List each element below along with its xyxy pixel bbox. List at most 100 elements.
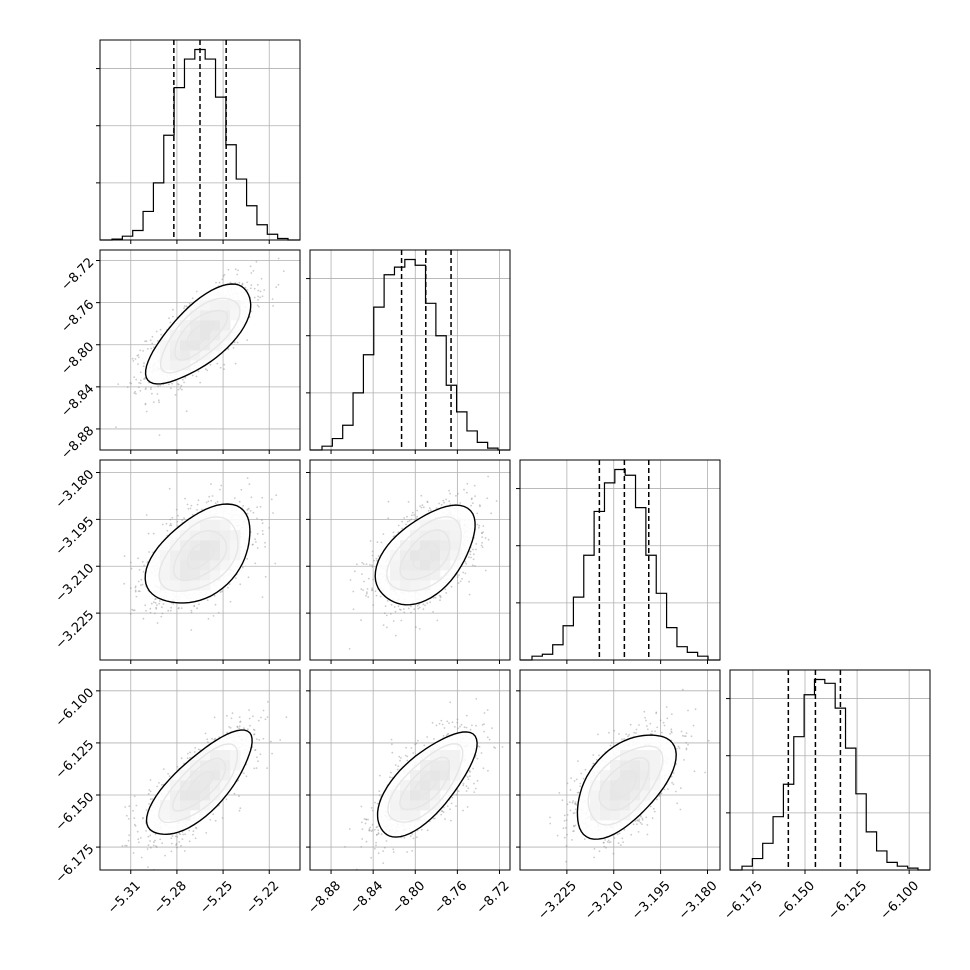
sample-point bbox=[205, 832, 208, 834]
sample-point bbox=[196, 509, 198, 511]
sample-point bbox=[612, 852, 615, 855]
sample-point bbox=[376, 834, 378, 836]
sample-point bbox=[266, 767, 268, 769]
sample-point bbox=[149, 840, 152, 842]
y-tick-label-1-2: −8.80 bbox=[59, 339, 98, 378]
sample-point bbox=[150, 388, 152, 390]
sample-point bbox=[189, 756, 191, 759]
sample-point bbox=[154, 598, 157, 601]
sample-point bbox=[707, 739, 710, 742]
panel-content-2-1 bbox=[310, 460, 510, 660]
sample-point bbox=[659, 719, 662, 722]
sample-point bbox=[573, 825, 575, 828]
sample-point bbox=[146, 561, 149, 563]
sample-point bbox=[134, 390, 137, 393]
sample-point bbox=[593, 856, 595, 859]
sample-point bbox=[180, 757, 183, 760]
y-tick-label-1-0: −8.88 bbox=[59, 424, 98, 463]
sample-point bbox=[434, 596, 437, 599]
sample-point bbox=[482, 525, 485, 527]
sample-point bbox=[133, 376, 136, 378]
y-tick-label-3-1: −6.150 bbox=[53, 790, 98, 835]
sample-point bbox=[375, 557, 378, 560]
sample-point bbox=[367, 577, 370, 580]
sample-point bbox=[687, 709, 689, 712]
sample-point bbox=[239, 583, 242, 586]
sample-point bbox=[238, 500, 241, 503]
sample-point bbox=[607, 839, 610, 842]
sample-point bbox=[655, 712, 658, 715]
sample-point bbox=[160, 333, 163, 336]
sample-point bbox=[148, 803, 151, 805]
sample-point bbox=[426, 829, 429, 832]
sample-point bbox=[482, 531, 484, 533]
sample-point bbox=[440, 719, 443, 722]
sample-point bbox=[371, 587, 373, 590]
sample-point bbox=[416, 509, 418, 512]
sample-point bbox=[226, 731, 229, 734]
sample-point bbox=[449, 808, 451, 811]
sample-point bbox=[236, 341, 239, 344]
sample-point bbox=[169, 522, 172, 525]
sample-point bbox=[584, 768, 587, 771]
sample-point bbox=[142, 617, 145, 620]
sample-point bbox=[140, 584, 142, 586]
sample-point bbox=[672, 783, 675, 786]
sample-point bbox=[704, 771, 706, 774]
scatter-panel-2-1 bbox=[306, 459, 511, 664]
sample-point bbox=[275, 286, 278, 288]
sample-point bbox=[680, 730, 683, 733]
sample-point bbox=[141, 560, 144, 563]
sample-point bbox=[349, 579, 352, 581]
sample-point bbox=[365, 840, 368, 843]
sample-point bbox=[115, 426, 117, 428]
sample-point bbox=[456, 576, 459, 578]
sample-point bbox=[137, 356, 140, 359]
sample-point bbox=[406, 520, 409, 523]
sample-point bbox=[241, 282, 244, 285]
sample-point bbox=[144, 403, 147, 406]
sample-point bbox=[182, 833, 185, 836]
sample-point bbox=[675, 790, 677, 793]
sample-point bbox=[391, 776, 393, 779]
sample-point bbox=[394, 764, 397, 766]
panel-content-1-0 bbox=[100, 250, 300, 450]
sample-point bbox=[149, 834, 152, 837]
sample-point bbox=[170, 524, 173, 527]
sample-point bbox=[446, 805, 449, 807]
sample-point bbox=[195, 375, 198, 378]
sample-point bbox=[436, 619, 439, 622]
sample-point bbox=[481, 532, 483, 535]
sample-point bbox=[432, 817, 435, 820]
sample-point bbox=[248, 483, 251, 486]
sample-point bbox=[407, 501, 410, 503]
y-tick-label-3-3: −6.100 bbox=[53, 686, 98, 731]
sample-point bbox=[487, 475, 489, 478]
sample-point bbox=[411, 511, 414, 514]
sample-point bbox=[449, 503, 452, 506]
sample-point bbox=[566, 814, 569, 816]
sample-point bbox=[144, 340, 147, 343]
sample-point bbox=[406, 759, 409, 762]
sample-point bbox=[169, 609, 172, 612]
sample-point bbox=[249, 265, 252, 268]
sample-point bbox=[179, 833, 182, 836]
sample-point bbox=[390, 738, 393, 741]
sample-point bbox=[261, 295, 264, 298]
sample-point bbox=[247, 508, 249, 511]
sample-point bbox=[629, 723, 632, 726]
sample-point bbox=[411, 514, 413, 517]
x-tick-label-0-1: −5.28 bbox=[151, 878, 190, 917]
sample-point bbox=[277, 283, 280, 286]
sample-point bbox=[215, 281, 217, 284]
sample-point bbox=[401, 520, 403, 523]
sample-point bbox=[244, 286, 247, 289]
sample-point bbox=[227, 586, 229, 589]
sample-point bbox=[376, 802, 379, 805]
sample-point bbox=[236, 273, 239, 276]
sample-point bbox=[155, 598, 157, 600]
sample-point bbox=[252, 511, 255, 514]
sample-point bbox=[270, 740, 272, 743]
sample-point bbox=[471, 497, 473, 500]
sample-point bbox=[446, 733, 449, 736]
